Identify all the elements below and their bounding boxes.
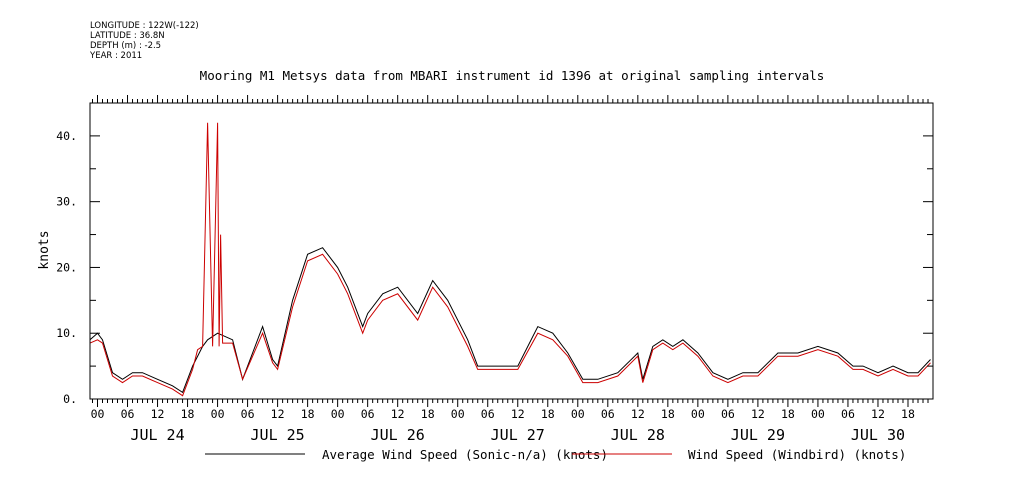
x-tick-label: 06 <box>481 407 495 421</box>
x-tick-label: 00 <box>211 407 225 421</box>
station-metadata: LONGITUDE : 122W(-122) LATITUDE : 36.8N … <box>90 21 199 61</box>
plot-frame <box>89 102 934 400</box>
x-day-label: JUL 24 <box>130 426 184 444</box>
x-tick-label: 12 <box>871 407 885 421</box>
longitude-label: LONGITUDE : 122W(-122) <box>90 21 199 31</box>
legend-label-windbird: Wind Speed (Windbird) (knots) <box>688 447 906 462</box>
y-tick-label: 40. <box>56 129 77 143</box>
x-tick-label: 12 <box>391 407 405 421</box>
x-tick-label: 12 <box>631 407 645 421</box>
x-day-label: JUL 25 <box>251 426 305 444</box>
x-tick-label: 00 <box>571 407 585 421</box>
y-tick-label: 20. <box>56 260 77 274</box>
x-tick-label: 18 <box>541 407 555 421</box>
x-tick-label: 00 <box>331 407 345 421</box>
y-axis-label: knots <box>37 230 52 269</box>
x-day-label: JUL 26 <box>371 426 425 444</box>
year-label: YEAR : 2011 <box>90 51 143 61</box>
series-lines <box>89 122 931 397</box>
latitude-label: LATITUDE : 36.8N <box>90 31 165 41</box>
y-axis: 0. 10. 20. 30. 40. <box>56 102 933 406</box>
x-tick-label: 00 <box>811 407 825 421</box>
x-day-label: JUL 30 <box>851 426 905 444</box>
x-axis: 00 06 12 18 00 06 12 18 00 06 12 18 00 06 12 18 00 06 12 18… <box>91 95 929 444</box>
x-day-label: JUL 29 <box>731 426 785 444</box>
y-tick-label: 10. <box>56 326 77 340</box>
legend: Average Wind Speed (Sonic-n/a) (knots) W… <box>205 447 906 462</box>
x-tick-label: 18 <box>781 407 795 421</box>
x-tick-label: 00 <box>691 407 705 421</box>
x-tick-label: 12 <box>151 407 165 421</box>
x-tick-label: 00 <box>451 407 465 421</box>
series-line-windbird <box>89 122 931 397</box>
y-tick-label: 0. <box>63 392 77 406</box>
x-tick-label: 18 <box>661 407 675 421</box>
series-line-average <box>89 247 931 394</box>
x-tick-label: 18 <box>181 407 195 421</box>
x-tick-label: 06 <box>601 407 615 421</box>
x-tick-label: 12 <box>511 407 525 421</box>
y-tick-label: 30. <box>56 195 77 209</box>
x-tick-label: 18 <box>421 407 435 421</box>
x-day-label: JUL 27 <box>491 426 545 444</box>
x-tick-label: 06 <box>241 407 255 421</box>
x-tick-label: 12 <box>751 407 765 421</box>
x-tick-label: 18 <box>901 407 915 421</box>
x-tick-label: 00 <box>91 407 105 421</box>
x-tick-label: 06 <box>121 407 135 421</box>
x-tick-label: 06 <box>841 407 855 421</box>
x-tick-label: 12 <box>271 407 285 421</box>
x-day-label: JUL 28 <box>611 426 665 444</box>
x-tick-label: 06 <box>361 407 375 421</box>
chart-title: Mooring M1 Metsys data from MBARI instru… <box>200 68 825 83</box>
x-tick-label: 18 <box>301 407 315 421</box>
depth-label: DEPTH (m) : -2.5 <box>90 41 162 51</box>
legend-label-average: Average Wind Speed (Sonic-n/a) (knots) <box>322 447 608 462</box>
x-tick-label: 06 <box>721 407 735 421</box>
